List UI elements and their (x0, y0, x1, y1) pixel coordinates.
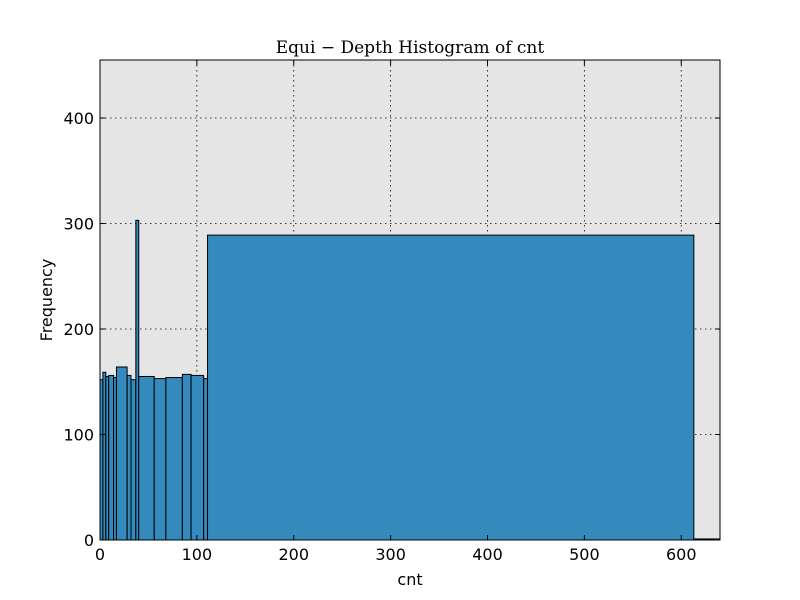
y-tick-label: 400 (63, 109, 94, 128)
x-tick-label: 400 (472, 545, 503, 564)
histogram-bar (181, 373, 192, 541)
y-axis-ticks: 0 100 200 300 400 (63, 109, 720, 550)
x-tick-label: 500 (569, 545, 600, 564)
y-tick-label: 200 (63, 320, 94, 339)
histogram-bar (115, 366, 128, 541)
bars-group (99, 219, 721, 541)
chart-title: Equi − Depth Histogram of cnt (276, 38, 545, 58)
x-tick-label: 0 (95, 545, 105, 564)
plot-frame (99, 59, 721, 541)
x-axis-label: cnt (397, 570, 422, 589)
x-tick-label: 600 (666, 545, 697, 564)
y-tick-label: 100 (63, 426, 94, 445)
histogram-bar (153, 378, 167, 541)
x-tick-label: 200 (278, 545, 309, 564)
y-axis-label: Frequency (37, 259, 56, 342)
x-tick-label: 300 (375, 545, 406, 564)
histogram-bar (165, 377, 183, 541)
histogram-bar (207, 234, 695, 541)
histogram-bar (203, 378, 209, 541)
histogram-bar (126, 374, 132, 541)
y-tick-label: 0 (84, 531, 94, 550)
x-tick-label: 100 (182, 545, 213, 564)
histogram-bar (130, 379, 137, 541)
histogram-bar (138, 375, 155, 541)
histogram-bar (190, 374, 205, 541)
x-axis-ticks: 0 100 200 300 400 500 600 (95, 60, 697, 564)
y-tick-label: 300 (63, 215, 94, 234)
histogram-bar (108, 374, 115, 541)
